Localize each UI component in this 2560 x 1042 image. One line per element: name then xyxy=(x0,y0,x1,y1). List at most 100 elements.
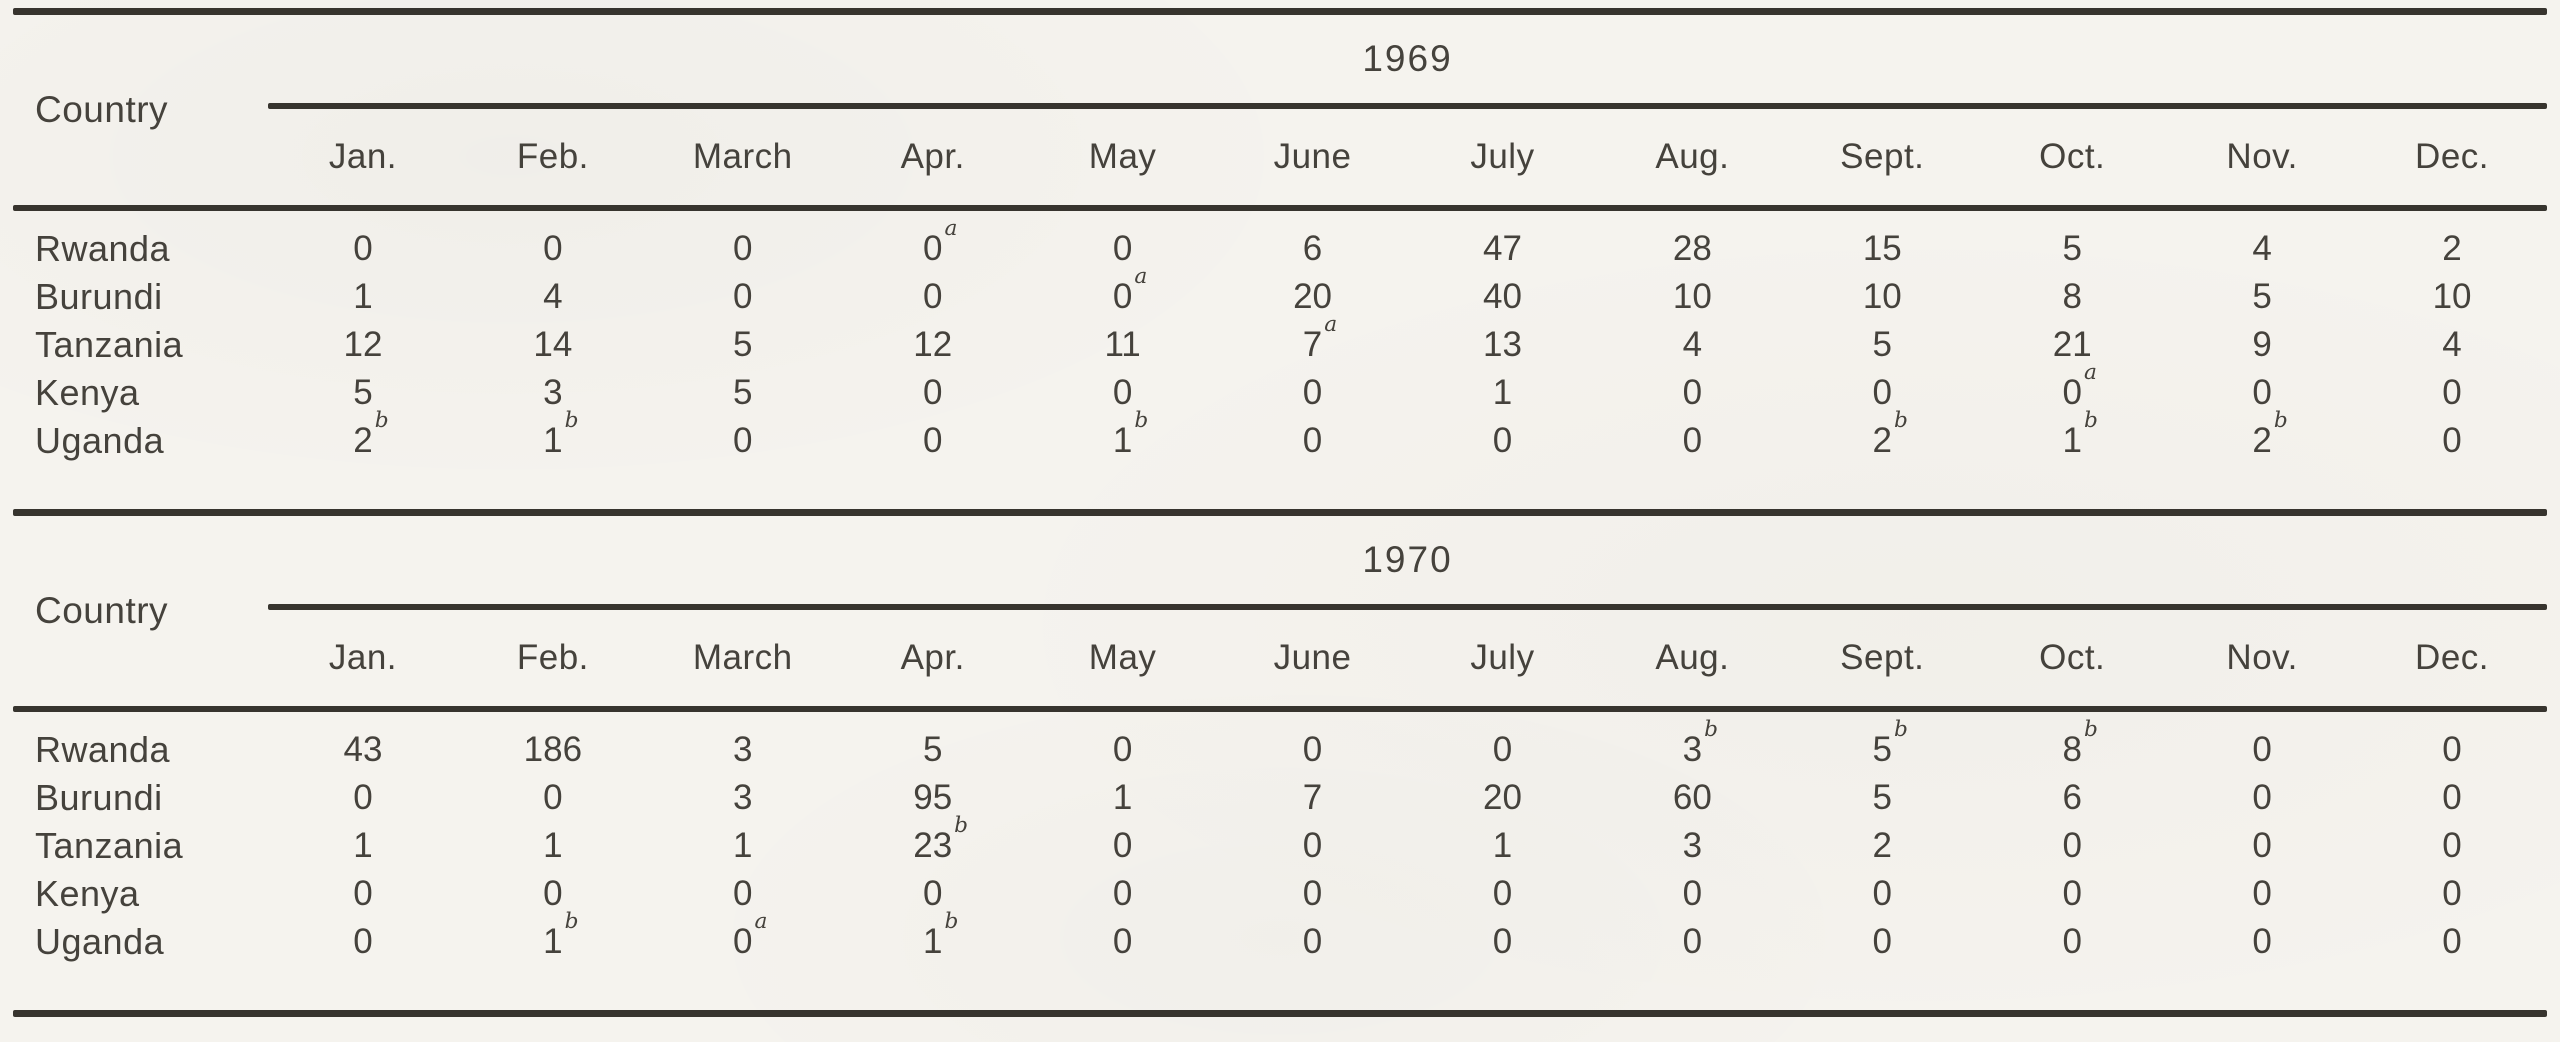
table-row-tanzania-1970: Tanzania 1 1 1 23 b 0 0 1 3 2 0 0 0 xyxy=(13,815,2547,870)
value-number: 0 xyxy=(1112,730,1133,769)
header-divider-rule xyxy=(13,205,2547,211)
value-cell: 60 xyxy=(1597,778,1787,818)
value-cell: 0 xyxy=(1218,874,1408,914)
month-header-cell: Sept. xyxy=(1840,638,1925,677)
value-cell: 0 xyxy=(2357,778,2547,818)
value-number: 6 xyxy=(1302,229,1323,268)
value-number: 0 xyxy=(922,277,943,316)
footnote-marker-b: b xyxy=(954,812,969,838)
footnote-marker-b: b xyxy=(564,908,579,934)
country-name: Tanzania xyxy=(35,825,184,866)
value-number: 0 xyxy=(1492,421,1513,460)
value-cell: 0 xyxy=(268,922,458,962)
value-cell: 10 xyxy=(2357,277,2547,317)
value-cell: 0 xyxy=(1028,826,1218,866)
value-cell: 5 xyxy=(1787,325,1977,365)
footnote-marker-b: b xyxy=(2083,716,2098,742)
value-cell: 5 xyxy=(268,373,458,413)
footnote-marker-b: b xyxy=(1704,716,1718,742)
value-number: 13 xyxy=(1482,325,1522,364)
value-cell: 4 xyxy=(2357,325,2547,365)
value-cell: 0 xyxy=(458,778,648,818)
value-number: 5 xyxy=(2252,277,2272,316)
value-cell: 0 xyxy=(1597,421,1787,461)
table-header: Country 1970 Jan. Feb. March Apr. May Ju… xyxy=(13,516,2547,706)
value-cell: 0 xyxy=(1787,373,1977,413)
value-number: 0 xyxy=(1682,421,1703,460)
value-number: 0 xyxy=(353,922,373,961)
value-number: 20 xyxy=(1293,277,1332,316)
country-name: Uganda xyxy=(35,420,165,461)
table-top-rule xyxy=(13,8,2547,15)
value-cell: 3 xyxy=(458,373,648,413)
value-cell: 12 xyxy=(838,325,1028,365)
month-header-cell: Dec. xyxy=(2415,137,2490,176)
value-cell: 1 xyxy=(458,826,648,866)
value-cell: 1 xyxy=(268,826,458,866)
month-header-cell: June xyxy=(1273,638,1352,677)
month-header-row: Jan. Feb. March Apr. May June July Aug. … xyxy=(268,610,2547,706)
value-cell: 0 xyxy=(648,277,838,317)
value-number: 0 xyxy=(353,229,373,268)
value-number: 1 xyxy=(1492,373,1513,412)
month-header-cell: Dec. xyxy=(2415,638,2490,677)
month-header-cell: Oct. xyxy=(2039,638,2106,677)
value-cell: 12 xyxy=(268,325,458,365)
month-header-cell: July xyxy=(1470,137,1535,176)
value-cell: 20 xyxy=(1408,778,1598,818)
year-label: 1970 xyxy=(1362,539,1453,580)
value-cell: 0 xyxy=(648,421,838,461)
value-number: 0 xyxy=(1302,874,1323,913)
value-number: 4 xyxy=(2442,325,2462,364)
value-number: 0 xyxy=(543,229,563,268)
value-number: 12 xyxy=(343,325,383,364)
month-header-cell: May xyxy=(1088,638,1157,677)
value-cell: 20 xyxy=(1218,277,1408,317)
value-cell: 0 xyxy=(2357,373,2547,413)
value-number: 1 xyxy=(733,826,753,865)
value-number: 0 xyxy=(2062,826,2082,865)
value-number: 0 xyxy=(1492,730,1513,769)
value-cell: 4 xyxy=(2167,229,2357,269)
value-number: 0 xyxy=(1872,874,1893,913)
value-cell: 10 xyxy=(1597,277,1787,317)
value-number: 0 xyxy=(733,421,753,460)
footnote-marker-b: b xyxy=(2273,407,2288,433)
table-row-kenya-1970: Kenya 0 0 0 0 0 0 0 0 0 0 0 0 xyxy=(13,870,2547,918)
horizontal-rule xyxy=(13,509,2547,516)
value-cell: 0 xyxy=(838,421,1028,461)
value-cell: 0 xyxy=(1028,922,1218,962)
month-header-cell: Oct. xyxy=(2039,137,2106,176)
value-cell: 15 xyxy=(1787,229,1977,269)
month-header-row: Jan. Feb. March Apr. May June July Aug. … xyxy=(268,109,2547,205)
value-number: 40 xyxy=(1482,277,1522,316)
value-number: 10 xyxy=(2432,277,2472,316)
value-number: 1 xyxy=(1112,778,1133,817)
value-cell: 0 xyxy=(1977,826,2167,866)
footnote-marker-a: a xyxy=(754,908,768,934)
value-number: 0 xyxy=(2442,922,2462,961)
footnote-marker-a: a xyxy=(1134,263,1148,289)
year-label: 1969 xyxy=(1362,38,1453,79)
month-header-cell: Apr. xyxy=(900,137,965,176)
value-cell: 1 xyxy=(1408,826,1598,866)
month-header-cell: March xyxy=(692,137,793,176)
value-cell: 7 xyxy=(1218,778,1408,818)
value-cell: 0 xyxy=(1028,874,1218,914)
month-header-cell: Nov. xyxy=(2226,137,2298,176)
